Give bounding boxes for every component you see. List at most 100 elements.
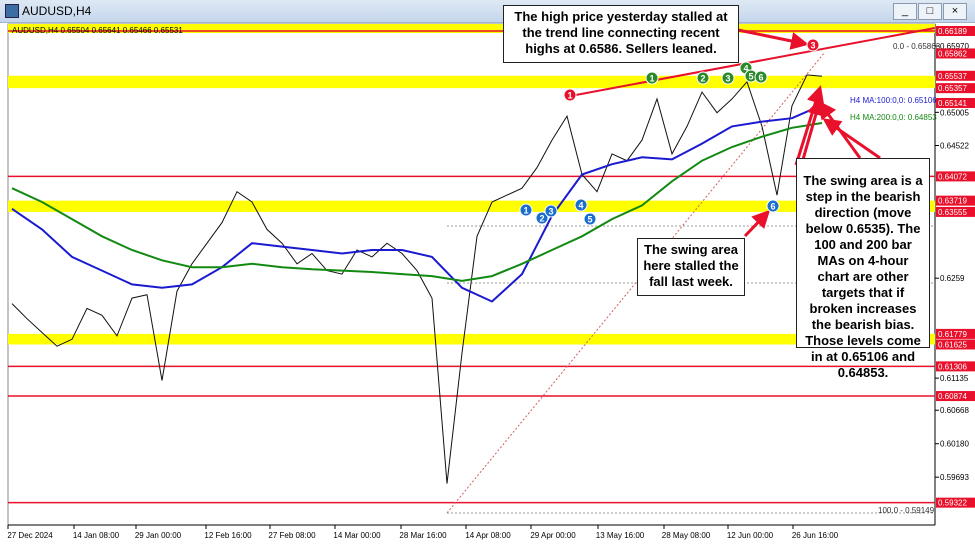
annotation: The high price yesterday stalled at the …: [503, 5, 739, 63]
y-tick-label: 0.65005: [940, 108, 969, 117]
marker: [696, 71, 710, 85]
price-box: [936, 83, 975, 94]
plot-frame: [7, 23, 936, 526]
marker-label: 1: [567, 91, 572, 101]
y-tick-label: 0.60668: [940, 406, 969, 415]
price-box: [936, 391, 975, 402]
marker: [766, 199, 780, 213]
price-label: 0.65141: [938, 99, 967, 108]
header: AUDUSD,H4 0.65504 0.65641 0.65466 0.6553…: [12, 26, 183, 35]
price-box: [936, 70, 975, 81]
x-tick-label: 12 Feb 16:00: [204, 531, 252, 540]
marker-label: 3: [810, 41, 815, 51]
close-button[interactable]: ×: [943, 3, 967, 20]
price-label: 0.65862: [938, 49, 967, 58]
price-box: [936, 497, 975, 508]
fib-label: 100.0 - 0.59149: [878, 506, 935, 515]
marker: [754, 70, 768, 84]
x-tick-label: 13 May 16:00: [596, 531, 645, 540]
marker: [806, 38, 820, 52]
arrow: [743, 209, 771, 238]
x-tick-label: 29 Apr 00:00: [530, 531, 576, 540]
fib-label: 0.0 - 0.65863: [893, 42, 941, 51]
support-zone: [8, 333, 935, 345]
support-zone: [8, 75, 935, 89]
ma-label: H4 MA:200:0,0: 0.64853: [850, 113, 937, 122]
price-label: 0.61306: [938, 362, 967, 371]
top-zone: [8, 24, 935, 33]
price-label: 0.63555: [938, 208, 967, 217]
price-line: [11, 74, 823, 484]
marker-label: 3: [725, 74, 730, 84]
price-box: [936, 206, 975, 217]
marker: [544, 204, 558, 218]
price-label: 0.66189: [938, 27, 967, 36]
marker-label: 6: [770, 202, 775, 212]
x-tick-label: 14 Jan 08:00: [73, 531, 120, 540]
marker-label: 4: [743, 64, 748, 74]
x-tick-label: 14 Apr 08:00: [465, 531, 511, 540]
price-label: 0.61779: [938, 330, 967, 339]
window-title: AUDUSD,H4: [22, 4, 92, 18]
x-tick-label: 27 Dec 2024: [7, 531, 53, 540]
price-label: 0.65537: [938, 72, 967, 81]
price-box: [936, 339, 975, 350]
arrow: [822, 118, 881, 160]
x-tick-label: 12 Jun 00:00: [727, 531, 774, 540]
marker: [574, 198, 588, 212]
price-label: 0.64072: [938, 172, 967, 181]
marker-label: 1: [649, 74, 654, 84]
y-tick-label: 0.61135: [940, 374, 969, 383]
price-label: 0.63719: [938, 197, 967, 206]
marker-label: 4: [578, 201, 583, 211]
moving-average: [11, 122, 823, 282]
price-box: [936, 26, 975, 36]
price-box: [936, 361, 975, 372]
x-tick-label: 28 Mar 16:00: [399, 531, 447, 540]
marker-label: 5: [587, 215, 592, 225]
marker: [519, 203, 533, 217]
y-tick-label: 0.60180: [940, 440, 969, 449]
fib-line: [446, 51, 826, 514]
marker-label: 5: [748, 72, 753, 82]
marker: [583, 212, 597, 226]
trend-line: [564, 27, 936, 98]
annotation: The swing area here stalled the fall las…: [637, 238, 745, 296]
support-zone: [8, 200, 935, 212]
x-tick-label: 14 Mar 00:00: [333, 531, 381, 540]
price-label: 0.59322: [938, 499, 967, 508]
marker-label: 3: [548, 207, 553, 217]
marker-label: 2: [539, 214, 544, 224]
ma-label: H4 MA:100:0,0: 0.65106: [850, 96, 937, 105]
marker: [563, 88, 577, 102]
moving-average: [11, 104, 823, 303]
marker-label: 6: [758, 73, 763, 83]
arrow: [737, 28, 809, 50]
price-label: 0.65357: [938, 84, 967, 93]
marker-label: 1: [523, 206, 528, 216]
annotation: The swing area is a step in the bearish …: [796, 158, 930, 380]
price-label: 0.61625: [938, 340, 967, 349]
x-tick-label: 28 May 08:00: [662, 531, 711, 540]
minimize-button[interactable]: _: [893, 3, 917, 20]
price-box: [936, 171, 975, 182]
y-tick-label: 0.65970: [940, 42, 969, 51]
price-box: [936, 97, 975, 108]
y-tick-label: 0.64522: [940, 141, 969, 150]
y-tick-label: 0.59693: [940, 473, 969, 482]
y-tick-label: 0.6259: [940, 274, 965, 283]
x-tick-label: 26 Jun 16:00: [792, 531, 839, 540]
price-label: 0.60874: [938, 392, 967, 401]
price-box: [936, 328, 975, 339]
price-box: [936, 195, 975, 206]
marker: [535, 211, 549, 225]
marker: [721, 71, 735, 85]
price-box: [936, 48, 975, 59]
x-tick-label: 27 Feb 08:00: [268, 531, 316, 540]
maximize-button[interactable]: □: [918, 3, 942, 20]
marker-label: 2: [700, 74, 705, 84]
x-tick-label: 29 Jan 00:00: [135, 531, 182, 540]
app-icon: [5, 4, 19, 18]
